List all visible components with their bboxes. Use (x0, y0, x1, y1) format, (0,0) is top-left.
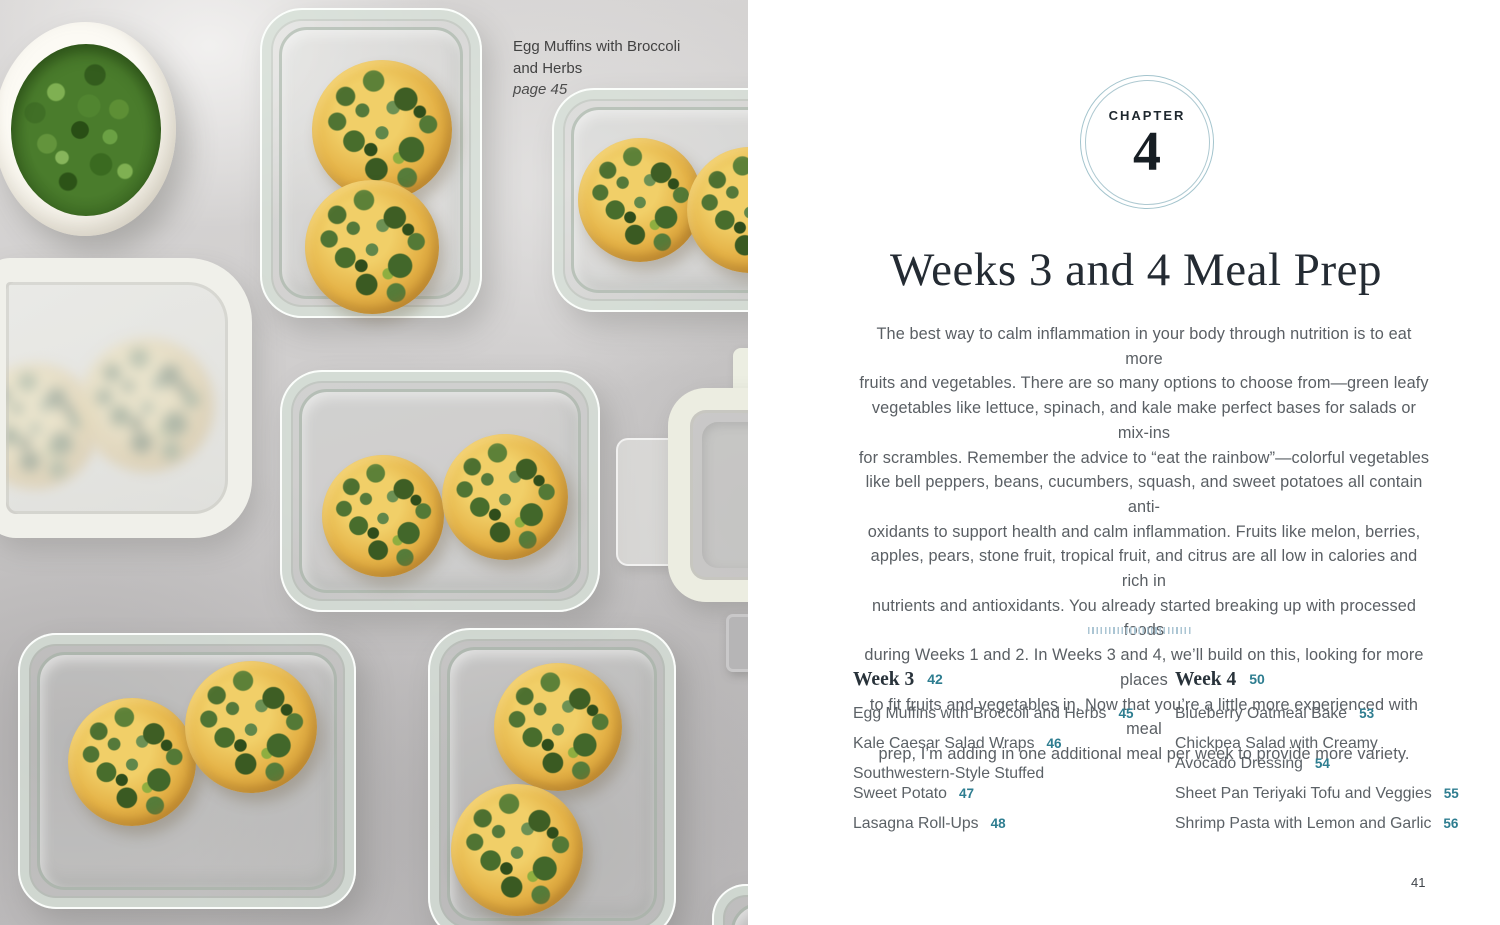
recipe-page-number: 48 (990, 816, 1006, 831)
egg-muffin (80, 338, 214, 472)
week4-column: Week 4 50 Blueberry Oatmeal Bake 53 Chickp… (1175, 669, 1480, 844)
week3-column: Week 3 42 Egg Muffins with Broccoli and H… (853, 669, 1163, 844)
folio-page-number: 41 (1411, 875, 1426, 890)
chapter-badge: CHAPTER 4 (1080, 75, 1214, 209)
recipe-page-number: 53 (1359, 706, 1375, 721)
recipe-page-number: 47 (958, 786, 974, 801)
recipe-item: Southwestern-Style Stuffed Sweet Potato 4… (853, 764, 1163, 804)
caption-title-line2: and Herbs (513, 59, 583, 77)
glass-container (260, 8, 482, 318)
glass-container (552, 88, 748, 312)
recipe-title: Chickpea Salad with Creamy Avocado Dress… (1175, 735, 1378, 772)
page-title: Weeks 3 and 4 Meal Prep (890, 244, 1382, 296)
recipe-item: Blueberry Oatmeal Bake 53 (1175, 704, 1480, 724)
recipe-title: Southwestern-Style Stuffed Sweet Potato (853, 765, 1045, 802)
recipe-item: Kale Caesar Salad Wraps 46 (853, 734, 1163, 754)
glass-container (712, 884, 748, 925)
recipe-item: Lasagna Roll-Ups 48 (853, 814, 1163, 834)
recipe-title: Sheet Pan Teriyaki Tofu and Veggies (1175, 785, 1432, 802)
lid-clasp (726, 614, 748, 672)
week3-page-number: 42 (927, 671, 943, 687)
chapter-number: 4 (1133, 121, 1161, 184)
egg-muffin (451, 784, 583, 916)
recipe-title: Lasagna Roll-Ups (853, 815, 979, 832)
recipe-title: Shrimp Pasta with Lemon and Garlic (1175, 815, 1432, 832)
photo-left-page: Egg Muffins with Broccoli and Herbs page… (0, 0, 748, 925)
glass-container (18, 633, 356, 909)
recipe-page-number: 54 (1314, 756, 1330, 771)
herb-bowl (0, 22, 176, 236)
week4-label: Week 4 (1175, 669, 1237, 690)
week4-heading: Week 4 50 (1175, 669, 1480, 691)
egg-muffin (442, 434, 568, 560)
chopped-herbs (11, 44, 161, 216)
egg-muffin (0, 363, 98, 489)
recipe-page-number: 45 (1118, 706, 1134, 721)
section-divider (1088, 627, 1192, 634)
egg-muffin (305, 180, 439, 314)
recipe-title: Egg Muffins with Broccoli and Herbs (853, 705, 1107, 722)
recipe-page-number: 56 (1443, 816, 1459, 831)
frosted-lid-container (0, 258, 252, 538)
egg-muffin (578, 138, 702, 262)
photo-caption: Egg Muffins with Broccoli and Herbs page… (513, 36, 733, 101)
week4-page-number: 50 (1249, 671, 1265, 687)
recipe-page-number: 46 (1046, 736, 1062, 751)
glass-container (428, 628, 676, 925)
egg-muffin (687, 147, 748, 273)
caption-title-line1: Egg Muffins with Broccoli (513, 38, 681, 55)
egg-muffin (185, 661, 317, 793)
recipe-item: Chickpea Salad with Creamy Avocado Dress… (1175, 734, 1480, 774)
container-lid (668, 388, 748, 602)
recipe-item: Shrimp Pasta with Lemon and Garlic 56 (1175, 814, 1480, 834)
glass-container (280, 370, 600, 612)
right-page: CHAPTER 4 Weeks 3 and 4 Meal Prep The be… (748, 0, 1500, 925)
egg-muffin (68, 698, 196, 826)
intro-paragraph: The best way to calm inflammation in you… (858, 325, 1430, 763)
recipe-page-number: 55 (1443, 786, 1459, 801)
chapter-label: CHAPTER (1108, 108, 1186, 124)
recipe-title: Blueberry Oatmeal Bake (1175, 705, 1348, 722)
recipe-item: Egg Muffins with Broccoli and Herbs 45 (853, 704, 1163, 724)
recipe-title: Kale Caesar Salad Wraps (853, 735, 1035, 752)
egg-muffin (322, 455, 444, 577)
recipe-item: Sheet Pan Teriyaki Tofu and Veggies 55 (1175, 784, 1480, 804)
week3-label: Week 3 (853, 669, 915, 690)
egg-muffin (494, 663, 622, 791)
week3-heading: Week 3 42 (853, 669, 1163, 691)
caption-page-ref: page 45 (513, 81, 568, 98)
egg-muffin (312, 60, 452, 200)
